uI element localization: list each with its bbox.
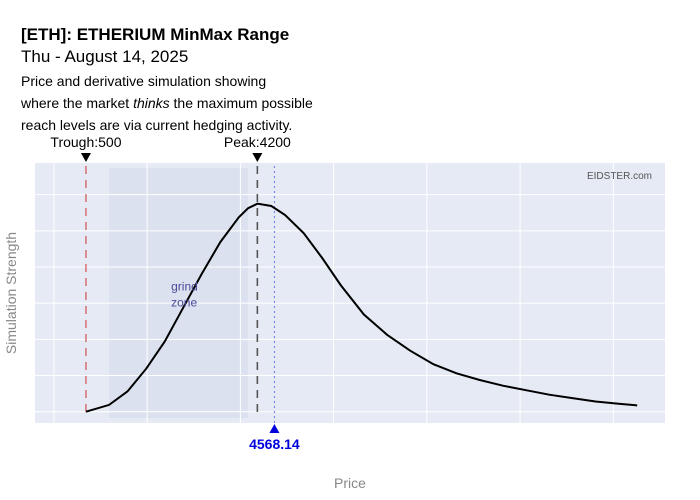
watermark: EIDSTER.com [587, 171, 652, 182]
description-line-3: reach levels are via current hedging act… [21, 117, 293, 133]
chart-title: [ETH]: ETHERIUM MinMax Range [21, 25, 290, 44]
description-line-2: where the market thinks the maximum poss… [21, 95, 313, 111]
peak-label: Peak:4200 [224, 134, 291, 150]
current-price-arrow-icon [269, 424, 280, 433]
y-axis-label: Simulation Strength [3, 232, 19, 354]
chart-description: Price and derivative simulation showing … [21, 70, 313, 136]
trough-label: Trough:500 [50, 134, 121, 150]
trough-arrow-icon [80, 153, 91, 162]
current-price-label: 4568.14 [249, 436, 300, 452]
grind-zone-label-line1: grind [171, 280, 198, 294]
description-line-1: Price and derivative simulation showing [21, 73, 267, 89]
chart-date: Thu - August 14, 2025 [21, 47, 189, 66]
x-axis-label: Price [334, 475, 366, 491]
series-line [85, 202, 638, 413]
grind-zone-label-line2: zone [171, 296, 197, 310]
peak-arrow-icon [252, 153, 263, 162]
grind-zone-region [109, 168, 249, 418]
